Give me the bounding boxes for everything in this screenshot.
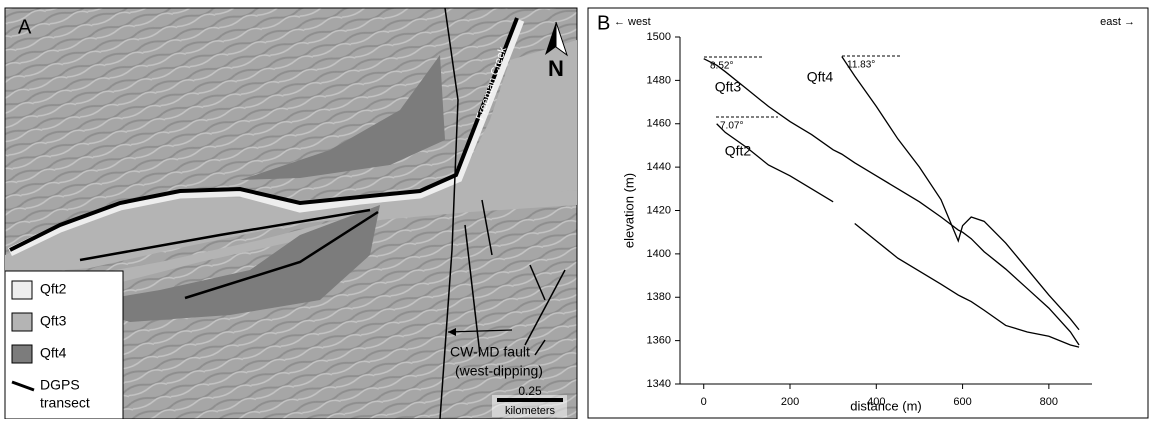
qft3-area <box>5 40 577 275</box>
annotation: 8.52° <box>710 61 733 72</box>
x-tick-label: 0 <box>701 396 707 408</box>
qft2-strip <box>8 18 525 257</box>
dgps-transect <box>79 208 379 300</box>
fault-label: CW-MD fault <box>450 344 530 360</box>
series-line <box>854 223 1080 348</box>
series-line <box>703 58 1080 346</box>
y-tick-label: 1420 <box>647 204 671 216</box>
legend-swatch <box>11 312 33 332</box>
scale-unit: kilometers <box>505 405 556 417</box>
scale-value: 0.25 <box>518 384 542 398</box>
fault-pointer <box>447 329 513 333</box>
series-label: Qft3 <box>715 79 742 95</box>
legend-label: Qft2 <box>40 281 67 297</box>
y-tick-label: 1440 <box>647 161 671 173</box>
annotation: east → <box>1100 16 1135 28</box>
fault-line <box>439 7 459 420</box>
series-label: Qft2 <box>725 143 752 159</box>
legend-label: DGPS <box>40 377 80 393</box>
legend-label: transect <box>40 395 90 411</box>
north-arrow <box>545 22 556 55</box>
map: N A Freeman Creek CW-MD fault (west-dipp… <box>4 7 578 420</box>
y-tick-label: 1340 <box>647 378 671 390</box>
x-tick-label: 400 <box>867 396 885 408</box>
annotation: 11.83° <box>847 60 875 71</box>
qft4-area <box>70 205 380 322</box>
north-label: N <box>548 56 564 81</box>
panel-label: A <box>18 16 32 38</box>
qft3-area <box>60 190 577 285</box>
x-tick-label: 200 <box>781 396 799 408</box>
annotation: 7.07° <box>720 121 743 132</box>
x-axis-title: distance (m) <box>850 398 922 413</box>
legend-swatch <box>11 344 33 364</box>
legend: Qft2 Qft3 Qft4 DGPS transect <box>11 280 90 411</box>
y-tick-label: 1400 <box>647 248 671 260</box>
legend-swatch <box>11 380 35 392</box>
fault-pointer-head <box>448 328 456 336</box>
legend-label: Qft3 <box>40 313 67 329</box>
series-label: Qft4 <box>807 69 834 85</box>
creek-line <box>9 17 519 252</box>
legend-label: Qft4 <box>40 345 67 361</box>
y-axis-title: elevation (m) <box>621 173 636 248</box>
panel-frame <box>587 7 1149 419</box>
north-arrow <box>555 21 568 57</box>
fault-label: (west-dipping) <box>455 363 543 379</box>
panel-label: B <box>597 12 610 34</box>
y-tick-label: 1500 <box>647 31 671 43</box>
series-line <box>716 123 834 203</box>
y-tick-label: 1380 <box>647 291 671 303</box>
fault-traces <box>464 199 566 356</box>
x-tick-label: 800 <box>1040 396 1058 408</box>
y-tick-label: 1360 <box>647 335 671 347</box>
legend-swatch <box>11 280 33 300</box>
y-tick-label: 1460 <box>647 118 671 130</box>
x-tick-label: 600 <box>953 396 971 408</box>
chart: B 1340 1360 1380 1400 1420 1440 1460 1480 1500 0 20… <box>597 12 1135 413</box>
y-tick-label: 1480 <box>647 74 671 86</box>
annotation: ← west <box>614 16 651 28</box>
series-line <box>841 56 1080 331</box>
qft4-area <box>240 55 445 180</box>
